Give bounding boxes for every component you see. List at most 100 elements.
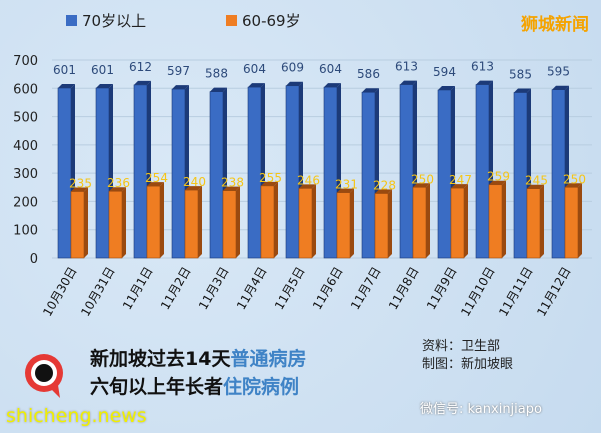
x-tick-label: 11月3日: [196, 265, 232, 313]
bar-top: [71, 187, 88, 192]
data-label: 594: [433, 65, 456, 79]
bar-top: [147, 182, 164, 187]
bar-side: [540, 184, 544, 258]
bar-top: [565, 183, 582, 188]
data-label: 597: [167, 64, 190, 78]
bar-side: [350, 188, 354, 258]
data-label: 245: [525, 174, 548, 188]
x-tick-label: 10月30日: [40, 265, 79, 319]
bar-70plus: [209, 91, 224, 259]
bar-60-69: [298, 188, 313, 259]
bar-70plus: [475, 84, 490, 259]
chart-title: 新加坡过去14天普通病房 六旬以上年长者住院病例: [90, 345, 306, 401]
bar-top: [400, 80, 417, 85]
y-tick-label: 500: [13, 111, 38, 126]
wechat-id: 微信号: kanxinjiapo: [420, 402, 542, 417]
bar-70plus: [171, 88, 186, 259]
legend-item-70plus: 70岁以上: [66, 10, 146, 31]
bar-top: [514, 88, 531, 93]
bar-side: [198, 186, 202, 258]
x-tick-label: 11月1日: [120, 265, 156, 313]
bar-top: [413, 183, 430, 188]
bar-60-69: [222, 190, 237, 259]
data-label: 250: [563, 172, 586, 186]
bar-side: [160, 182, 164, 258]
data-label: 228: [373, 179, 396, 193]
legend-label: 70岁以上: [82, 12, 147, 30]
data-label: 255: [259, 171, 282, 185]
bar-top: [489, 180, 506, 185]
data-label: 613: [471, 60, 494, 74]
bar-top: [261, 181, 278, 186]
bar-top: [96, 84, 113, 89]
data-label: 238: [221, 176, 244, 190]
bar-top: [324, 83, 341, 88]
data-label: 235: [69, 177, 92, 191]
bar-60-69: [184, 189, 199, 259]
y-tick-label: 0: [30, 252, 38, 267]
title-highlight: 普通病房: [230, 348, 307, 370]
bar-top: [286, 81, 303, 86]
bar-top: [134, 80, 151, 85]
data-label: 588: [205, 67, 228, 81]
bar-top: [185, 186, 202, 191]
bar-70plus: [285, 85, 300, 259]
data-label: 259: [487, 170, 510, 184]
bar-side: [274, 181, 278, 258]
title-part: 新加坡过去14天: [90, 348, 231, 370]
data-label: 604: [319, 62, 342, 76]
data-label: 254: [145, 171, 168, 185]
bar-side: [122, 187, 126, 258]
x-tick-label: 11月10日: [458, 265, 497, 319]
data-label: 247: [449, 173, 472, 187]
title-part: 六旬以上年长者: [90, 376, 224, 398]
bar-top: [210, 87, 227, 92]
data-label: 612: [129, 60, 152, 74]
bar-top: [109, 187, 126, 192]
bar-top: [223, 186, 240, 191]
data-label: 595: [547, 65, 570, 79]
x-tick-label: 11月6日: [310, 265, 346, 313]
data-label: 250: [411, 172, 434, 186]
y-tick-label: 600: [13, 82, 38, 97]
bar-top: [476, 80, 493, 85]
bar-top: [375, 189, 392, 194]
bar-top: [248, 83, 265, 88]
y-tick-label: 300: [13, 167, 38, 182]
data-label: 601: [53, 63, 76, 77]
bar-chart: 0 100 200 300 400 500 600 700 601 235 10月30日 601 236…: [13, 54, 592, 319]
legend-swatch: [66, 15, 77, 26]
bar-60-69: [450, 187, 465, 259]
bar-side: [236, 186, 240, 258]
bar-side: [464, 184, 468, 258]
legend-item-60-69: 60-69岁: [226, 10, 301, 31]
bar-side: [84, 187, 88, 258]
bar-60-69: [108, 190, 123, 259]
bar-70plus: [513, 92, 528, 259]
bar-60-69: [146, 185, 161, 259]
data-label: 231: [335, 178, 358, 192]
x-tick-label: 11月12日: [534, 265, 573, 319]
y-tick-label: 700: [13, 54, 38, 69]
bar-side: [388, 189, 392, 258]
bar-60-69: [564, 186, 579, 259]
bar-60-69: [526, 188, 541, 259]
bar-side: [578, 183, 582, 258]
x-tick-label: 11月7日: [348, 265, 384, 313]
bar-top: [337, 188, 354, 193]
bar-70plus: [247, 86, 262, 259]
source-info: 资料：卫生部 制图：新加坡眼: [422, 338, 513, 374]
bar-top: [58, 84, 75, 89]
bar-60-69: [336, 192, 351, 259]
x-tick-label: 11月11日: [496, 265, 535, 319]
brand-logo-text: 狮城新闻: [521, 15, 589, 35]
y-tick-label: 100: [13, 224, 38, 239]
data-label: 604: [243, 62, 266, 76]
x-tick-label: 11月4日: [234, 265, 270, 313]
bar-top: [438, 85, 455, 90]
y-tick-label: 400: [13, 139, 38, 154]
bar-top: [527, 184, 544, 189]
bar-side: [502, 180, 506, 258]
data-label: 585: [509, 68, 532, 82]
data-label: 613: [395, 60, 418, 74]
